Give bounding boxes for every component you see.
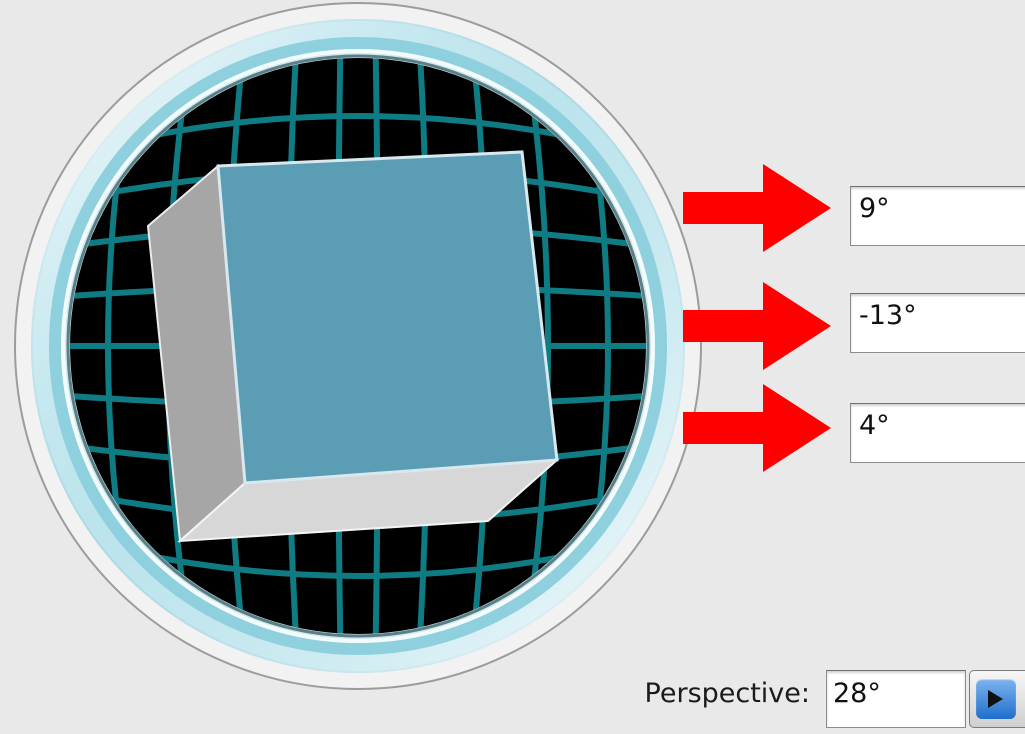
perspective-field[interactable]: 28° [826,670,966,728]
z-axis-arrow-icon [683,384,831,472]
play-triangle-icon [988,690,1003,708]
x-rotation-field[interactable]: 9° [850,186,1025,246]
perspective-stepper-button[interactable] [969,670,1025,728]
rotation-trackball[interactable] [0,0,720,734]
cube-front-face [216,150,559,485]
y-rotation-field[interactable]: -13° [850,293,1025,353]
y-axis-arrow-icon [683,282,831,370]
z-rotation-field[interactable]: 4° [850,403,1025,463]
perspective-label: Perspective: [644,678,810,709]
rotation-cube[interactable] [146,150,560,544]
x-axis-arrow-icon [683,164,831,252]
